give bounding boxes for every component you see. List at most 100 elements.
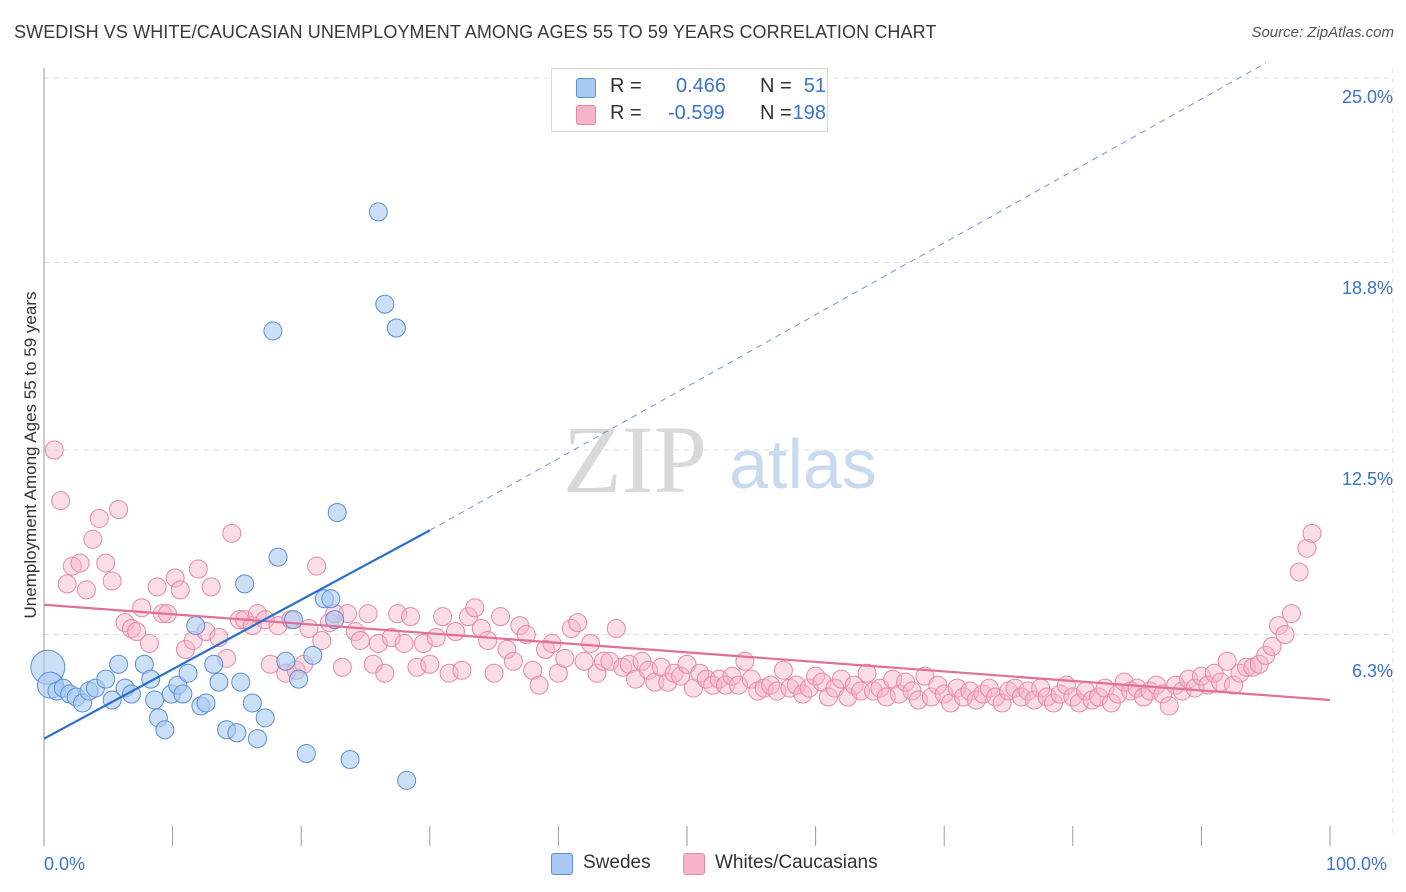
data-point <box>516 625 536 645</box>
y-tick-label: 25.0% <box>1341 87 1393 107</box>
data-point <box>407 657 427 677</box>
data-point <box>350 630 370 650</box>
data-point <box>76 580 96 600</box>
data-point <box>992 693 1012 713</box>
data-point <box>303 645 323 665</box>
data-point <box>340 750 360 770</box>
data-point <box>235 574 255 594</box>
data-point <box>397 770 417 790</box>
data-point <box>307 556 327 576</box>
data-point <box>1297 538 1317 558</box>
data-point <box>62 556 82 576</box>
data-point <box>1069 693 1089 713</box>
data-point <box>1217 651 1237 671</box>
r-value: -0.599 <box>668 102 725 124</box>
data-point <box>127 622 147 642</box>
data-point <box>375 663 395 683</box>
n-value: 51 <box>803 75 826 97</box>
data-point <box>394 633 414 653</box>
data-point <box>109 654 129 674</box>
data-point <box>876 687 896 707</box>
data-point <box>413 633 433 653</box>
data-point <box>1289 562 1309 582</box>
data-point <box>147 577 167 597</box>
data-point <box>145 690 165 710</box>
data-point <box>178 663 198 683</box>
data-point <box>503 651 523 671</box>
data-point <box>838 687 858 707</box>
data-point <box>51 491 71 511</box>
data-point <box>170 580 190 600</box>
data-point <box>296 744 316 764</box>
data-point <box>173 684 193 704</box>
data-point <box>327 502 347 522</box>
data-point <box>260 654 280 674</box>
legend-swatch <box>683 853 705 875</box>
data-point <box>587 663 607 683</box>
data-point <box>109 500 129 520</box>
data-point <box>139 633 159 653</box>
y-tick-label: 18.8% <box>1341 278 1393 298</box>
data-point <box>186 616 206 636</box>
data-point <box>96 553 116 573</box>
data-point <box>728 675 748 695</box>
axes <box>43 68 1331 846</box>
data-point <box>773 660 793 680</box>
legend-swatch <box>576 78 596 98</box>
data-point <box>671 666 691 686</box>
data-point <box>574 651 594 671</box>
r-value: 0.466 <box>676 75 727 97</box>
data-point <box>857 663 877 683</box>
data-point <box>332 657 352 677</box>
data-point <box>735 651 755 671</box>
data-point <box>263 321 283 341</box>
y-axis-label: Unemployment Among Ages 55 to 59 years <box>21 292 40 619</box>
data-point <box>1185 678 1205 698</box>
data-point <box>368 633 388 653</box>
data-point <box>1024 690 1044 710</box>
data-point <box>638 660 658 680</box>
data-point <box>606 619 626 639</box>
data-point <box>83 529 103 549</box>
data-point <box>465 598 485 618</box>
data-point <box>1302 523 1322 543</box>
data-point <box>121 619 141 639</box>
data-point <box>388 604 408 624</box>
data-point <box>593 651 613 671</box>
n-label: N = <box>760 75 792 97</box>
data-point <box>401 607 421 627</box>
data-point <box>889 684 909 704</box>
r-label: R = <box>610 75 642 97</box>
data-point <box>386 318 406 338</box>
swedes-trend-line <box>43 529 431 740</box>
data-point <box>497 639 517 659</box>
data-point <box>70 553 90 573</box>
data-point <box>375 294 395 314</box>
data-point <box>368 202 388 222</box>
data-point <box>132 598 152 618</box>
data-point <box>96 669 116 689</box>
x-axis-max-label: 100.0% <box>1326 854 1388 874</box>
y-tick-label: 6.3% <box>1351 661 1393 681</box>
data-point <box>1275 625 1295 645</box>
data-point <box>568 613 588 633</box>
data-point <box>227 723 247 743</box>
data-point <box>1262 636 1282 656</box>
whites-trend-line <box>43 603 1331 702</box>
data-point <box>155 720 175 740</box>
correlation-legend: R = 0.466 N = 51 R = -0.599 N = 198 <box>551 68 828 132</box>
data-point <box>321 589 341 609</box>
data-point <box>204 654 224 674</box>
source-label: Source: ZipAtlas.com <box>1251 24 1394 41</box>
data-point <box>102 571 122 591</box>
data-point <box>921 687 941 707</box>
data-point <box>581 633 601 653</box>
chart-title: SWEDISH VS WHITE/CAUCASIAN UNEMPLOYMENT … <box>14 22 937 42</box>
data-point <box>231 672 251 692</box>
data-point <box>555 648 575 668</box>
data-point <box>1172 681 1192 701</box>
data-point <box>420 654 440 674</box>
data-point <box>1281 604 1301 624</box>
data-point <box>452 660 472 680</box>
legend-label: Swedes <box>583 852 651 873</box>
